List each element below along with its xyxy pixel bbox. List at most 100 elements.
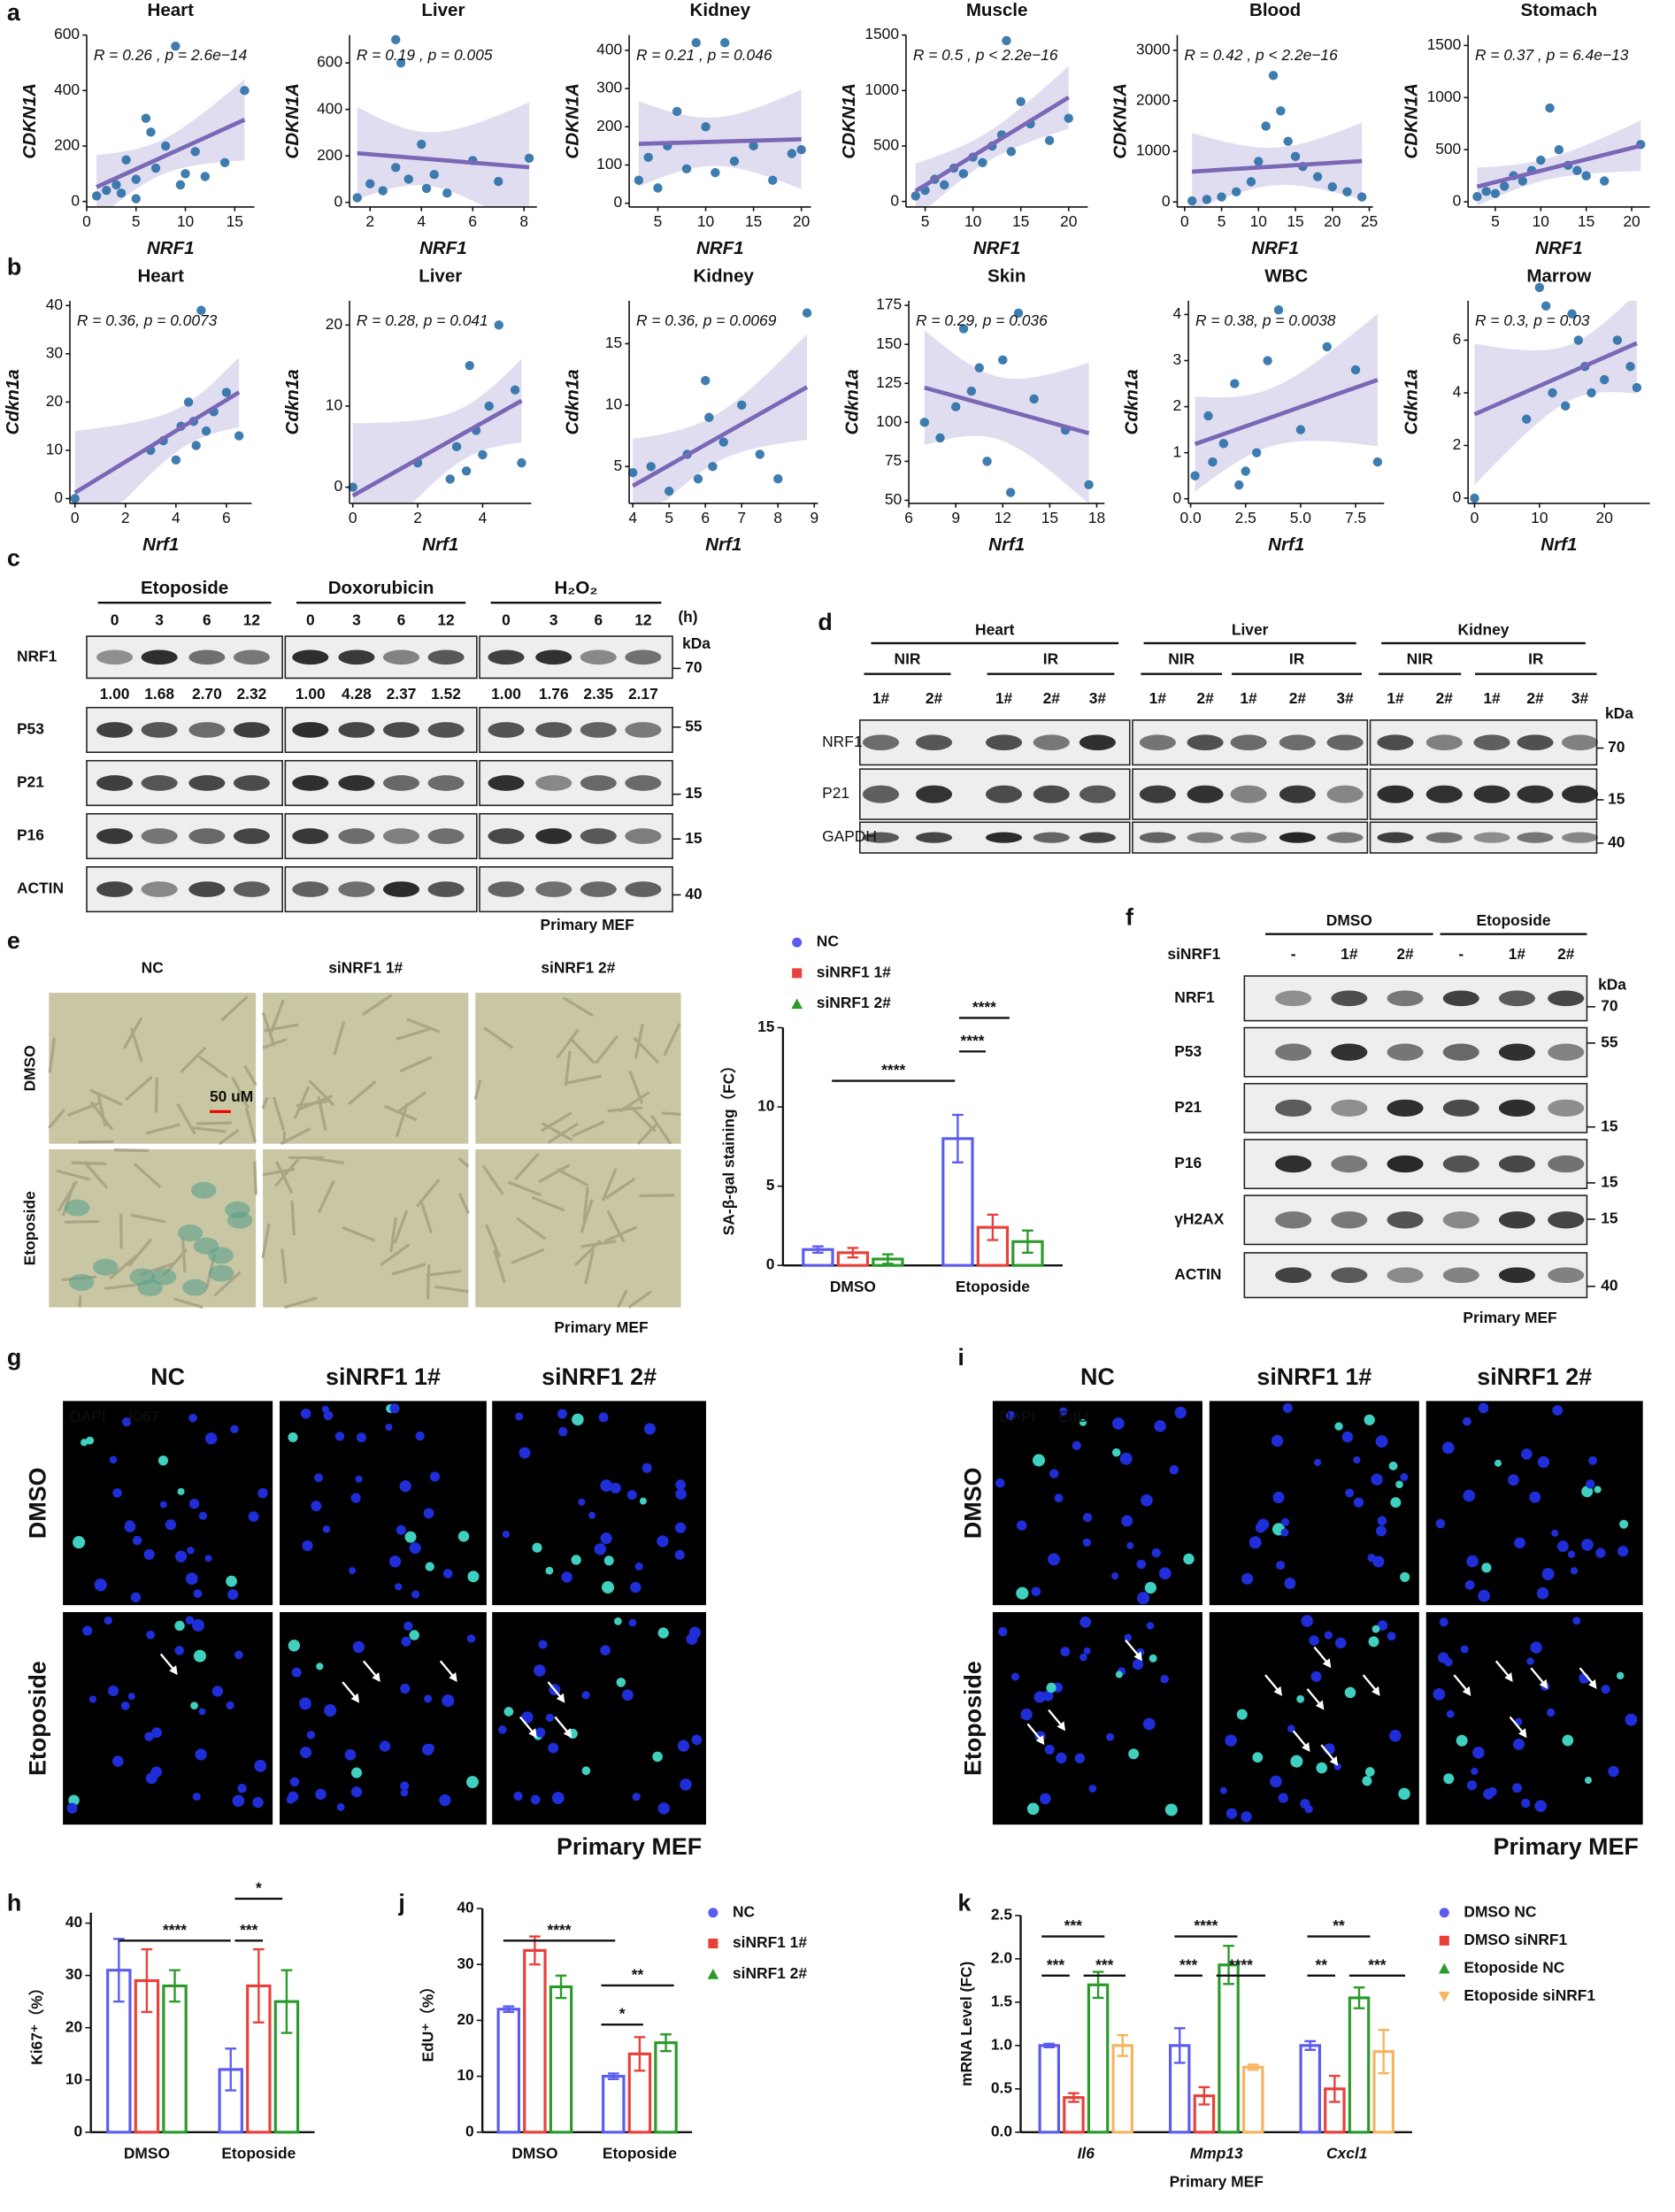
- panel-label: h: [7, 1889, 21, 1916]
- nucleus: [1271, 1434, 1284, 1448]
- arrow: [1306, 1688, 1323, 1707]
- point: [102, 185, 111, 196]
- point: [787, 149, 797, 158]
- y-tick-label: 100: [876, 412, 902, 430]
- point: [939, 180, 949, 190]
- blot-band: [188, 881, 226, 897]
- chart-title: Muscle: [966, 0, 1028, 20]
- kda-label: 70: [1601, 996, 1617, 1014]
- blot-band: [1377, 832, 1414, 843]
- row-label: P16: [17, 826, 44, 844]
- blot-band: [535, 649, 572, 665]
- x-tick-label: 8: [519, 212, 528, 230]
- fit-line: [357, 150, 530, 170]
- nucleus: [1044, 1744, 1055, 1755]
- fit-line: [631, 385, 809, 488]
- x-axis-label: Nrf1: [988, 534, 1025, 555]
- nucleus: [1257, 1518, 1270, 1531]
- point: [1327, 181, 1337, 192]
- nucleus: [1567, 1550, 1576, 1558]
- cell: [71, 1161, 107, 1165]
- y-tick-label: 0.5: [991, 2078, 1012, 2096]
- cell: [213, 1271, 242, 1297]
- x-tick-label: 6: [222, 509, 231, 526]
- nucleus: [1281, 1517, 1290, 1526]
- point: [978, 157, 987, 168]
- nucleus: [1310, 1671, 1322, 1682]
- nucleus: [442, 1569, 453, 1578]
- arrow: [519, 1716, 535, 1735]
- nucleus: [1121, 1515, 1133, 1527]
- x-tick-label: 4: [628, 509, 637, 526]
- nucleus: [193, 1589, 203, 1599]
- nucleus: [404, 1531, 417, 1543]
- cell: [64, 1219, 100, 1224]
- chart-title: Liver: [421, 0, 465, 20]
- blot-band: [1230, 785, 1267, 803]
- legend-label: Etoposide NC: [1464, 1959, 1564, 1977]
- column-label: siNRF1 2#: [542, 1363, 657, 1390]
- nucleus: [401, 1636, 411, 1647]
- blot-band: [1187, 734, 1224, 751]
- blot-band: [338, 722, 375, 738]
- point: [1044, 135, 1055, 145]
- bar: [1299, 2044, 1321, 2134]
- nucleus: [252, 1796, 264, 1809]
- blot-band: [1548, 990, 1585, 1007]
- nucleus: [621, 1689, 634, 1701]
- arrow: [554, 1716, 571, 1735]
- significance-label: ***: [240, 1921, 258, 1939]
- fit-line: [914, 96, 1070, 193]
- cell: [513, 1152, 540, 1181]
- point: [1541, 301, 1551, 311]
- fit-line: [1476, 143, 1641, 189]
- blot-band: [1498, 1043, 1535, 1061]
- blot-band: [1473, 785, 1510, 803]
- point: [1187, 196, 1197, 206]
- y-tick-label: 6: [1453, 330, 1462, 348]
- nucleus: [657, 1535, 669, 1548]
- cell: [308, 1079, 335, 1107]
- nucleus: [1367, 1553, 1376, 1563]
- point: [517, 457, 526, 468]
- arrow-head: [556, 1693, 565, 1703]
- cell: [395, 1102, 409, 1138]
- nucleus: [680, 1778, 692, 1791]
- nucleus: [190, 1701, 198, 1710]
- note: Primary MEF: [541, 916, 634, 933]
- significance-label: *: [619, 2005, 626, 2023]
- fit-line: [351, 398, 523, 498]
- nucleus: [1136, 1592, 1150, 1605]
- chart-title: Kidney: [690, 0, 751, 20]
- nucleus: [415, 1431, 425, 1441]
- cell: [434, 1285, 469, 1294]
- stained-cell: [129, 1268, 155, 1286]
- blot-band: [1548, 1211, 1585, 1229]
- nucleus: [1313, 1458, 1322, 1466]
- significance-label: ****: [548, 1921, 572, 1939]
- cell: [361, 994, 393, 1017]
- chart-title: Kidney: [693, 265, 754, 286]
- nucleus: [600, 1479, 613, 1493]
- nucleus: [1082, 1512, 1093, 1523]
- y-tick-label: 2: [1173, 396, 1182, 414]
- y-tick-label: 40: [65, 1913, 82, 1931]
- nucleus: [1272, 1491, 1285, 1504]
- significance-label: ****: [881, 1061, 905, 1079]
- x-tick-label: 10: [177, 212, 194, 230]
- x-tick-label: 6: [701, 509, 710, 526]
- nucleus: [561, 1571, 572, 1583]
- cell: [82, 1160, 109, 1189]
- point: [1268, 71, 1279, 81]
- nucleus: [1478, 1402, 1489, 1414]
- cell: [290, 1200, 296, 1236]
- blot-band: [96, 722, 134, 738]
- nucleus: [288, 1432, 298, 1442]
- cell: [176, 1102, 196, 1135]
- blot-band: [1275, 1099, 1312, 1118]
- kda-label: 40: [1601, 1276, 1617, 1294]
- nucleus: [344, 1748, 357, 1761]
- arrow-head: [563, 1728, 572, 1739]
- blot-band: [1326, 785, 1364, 803]
- confidence-band: [96, 79, 245, 207]
